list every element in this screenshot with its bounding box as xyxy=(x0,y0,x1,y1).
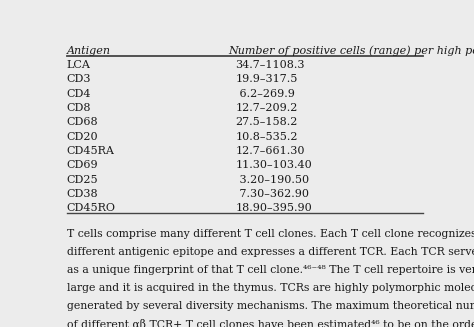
Text: CD45RO: CD45RO xyxy=(66,203,116,214)
Text: Antigen: Antigen xyxy=(66,45,110,56)
Text: CD20: CD20 xyxy=(66,132,98,142)
Text: 7.30–362.90: 7.30–362.90 xyxy=(236,189,309,199)
Text: 11.30–103.40: 11.30–103.40 xyxy=(236,161,312,170)
Text: 19.9–317.5: 19.9–317.5 xyxy=(236,74,298,84)
Text: LCA: LCA xyxy=(66,60,91,70)
Text: CD25: CD25 xyxy=(66,175,98,185)
Text: different antigenic epitope and expresses a different TCR. Each TCR serves: different antigenic epitope and expresse… xyxy=(66,247,474,257)
Text: CD68: CD68 xyxy=(66,117,98,127)
Text: 12.7–661.30: 12.7–661.30 xyxy=(236,146,305,156)
Text: 3.20–190.50: 3.20–190.50 xyxy=(236,175,309,185)
Text: 18.90–395.90: 18.90–395.90 xyxy=(236,203,312,214)
Text: T cells comprise many different T cell clones. Each T cell clone recognizes a: T cells comprise many different T cell c… xyxy=(66,229,474,239)
Text: 6.2–269.9: 6.2–269.9 xyxy=(236,89,294,99)
Text: large and it is acquired in the thymus. TCRs are highly polymorphic molecules: large and it is acquired in the thymus. … xyxy=(66,283,474,293)
Text: generated by several diversity mechanisms. The maximum theoretical number: generated by several diversity mechanism… xyxy=(66,301,474,311)
Text: 27.5–158.2: 27.5–158.2 xyxy=(236,117,298,127)
Text: CD38: CD38 xyxy=(66,189,98,199)
Text: CD3: CD3 xyxy=(66,74,91,84)
Text: 12.7–209.2: 12.7–209.2 xyxy=(236,103,298,113)
Text: of different αβ TCR+ T cell clones have been estimated⁴⁶ to be on the order: of different αβ TCR+ T cell clones have … xyxy=(66,319,474,327)
Text: as a unique fingerprint of that T cell clone.⁴⁶⁻⁴⁸ The T cell repertoire is very: as a unique fingerprint of that T cell c… xyxy=(66,265,474,275)
Text: CD8: CD8 xyxy=(66,103,91,113)
Text: 10.8–535.2: 10.8–535.2 xyxy=(236,132,298,142)
Text: CD4: CD4 xyxy=(66,89,91,99)
Text: CD45RA: CD45RA xyxy=(66,146,115,156)
Text: CD69: CD69 xyxy=(66,161,98,170)
Text: 34.7–1108.3: 34.7–1108.3 xyxy=(236,60,305,70)
Text: Number of positive cells (range) per high power field (×400): Number of positive cells (range) per hig… xyxy=(228,45,474,56)
